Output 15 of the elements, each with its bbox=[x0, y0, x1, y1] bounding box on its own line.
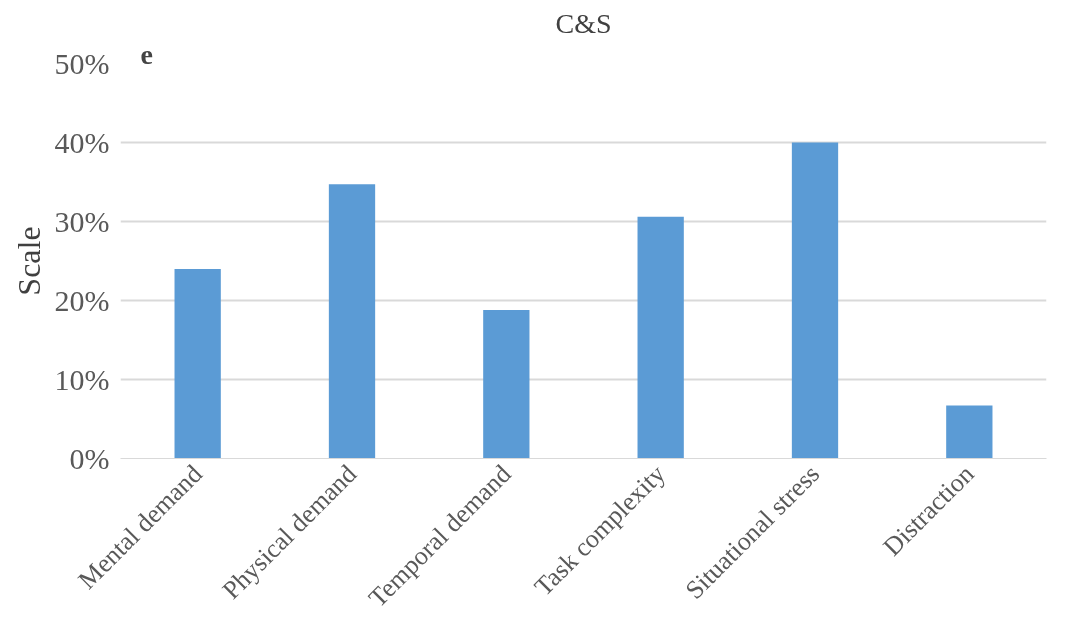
annotation: e bbox=[140, 38, 153, 70]
bar bbox=[946, 405, 993, 459]
y-tick-label: 50% bbox=[54, 47, 110, 80]
bar bbox=[174, 268, 221, 459]
y-tick-label: 10% bbox=[54, 363, 110, 396]
y-tick-label: 20% bbox=[54, 284, 110, 317]
chart-title: C&S bbox=[555, 7, 612, 39]
y-axis-title: Scale bbox=[10, 226, 47, 296]
bar bbox=[328, 184, 376, 459]
y-tick-label: 30% bbox=[54, 205, 110, 238]
bar bbox=[637, 216, 684, 459]
y-tick-label: 40% bbox=[54, 126, 110, 159]
y-tick-label: 0% bbox=[69, 442, 110, 475]
bar bbox=[483, 309, 530, 459]
bar bbox=[791, 142, 839, 459]
